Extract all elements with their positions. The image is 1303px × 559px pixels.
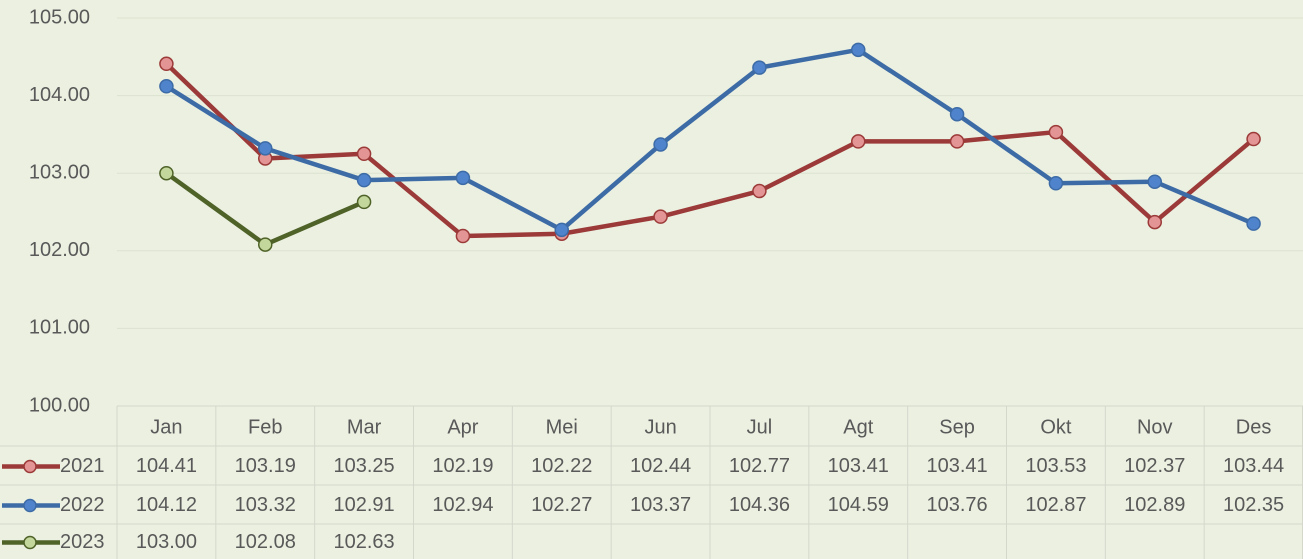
x-tick-label: Agt xyxy=(843,416,873,438)
table-value: 103.25 xyxy=(333,455,394,477)
table-value: 102.37 xyxy=(1124,455,1185,477)
data-point xyxy=(851,134,866,149)
legend-marker xyxy=(23,498,37,513)
legend-marker xyxy=(23,459,37,474)
data-point xyxy=(159,56,174,72)
y-tick-label: 102.00 xyxy=(29,239,90,261)
table-value: 104.12 xyxy=(136,494,197,516)
data-point xyxy=(653,209,668,224)
data-point xyxy=(752,60,767,75)
x-tick-label: Nov xyxy=(1137,416,1173,438)
legend-label: 2023 xyxy=(60,531,105,553)
table-value: 104.36 xyxy=(729,494,790,516)
y-tick-label: 105.00 xyxy=(29,6,90,28)
data-point xyxy=(356,146,372,162)
data-point xyxy=(1147,214,1162,230)
table-value: 103.53 xyxy=(1025,455,1086,477)
data-point xyxy=(554,222,569,238)
x-tick-label: Okt xyxy=(1040,416,1072,438)
x-tick-label: Jan xyxy=(150,416,182,438)
data-point xyxy=(455,170,471,186)
table-value: 103.76 xyxy=(926,494,987,516)
x-tick-label: Feb xyxy=(248,416,282,438)
data-point xyxy=(752,183,767,199)
x-tick-label: Jun xyxy=(644,416,676,438)
table-value: 104.41 xyxy=(136,455,197,477)
table-value: 102.22 xyxy=(531,455,592,477)
series-line xyxy=(165,47,1255,233)
data-point xyxy=(1048,124,1064,140)
data-point xyxy=(1147,174,1162,189)
x-tick-label: Mar xyxy=(347,416,382,438)
y-tick-label: 104.00 xyxy=(29,84,90,106)
table-value: 103.19 xyxy=(235,455,296,477)
table-value: 102.87 xyxy=(1025,494,1086,516)
x-tick-label: Des xyxy=(1236,416,1272,438)
table-value: 102.08 xyxy=(235,531,296,553)
legend-label: 2022 xyxy=(60,494,105,516)
table-value: 102.44 xyxy=(630,455,691,477)
x-tick-label: Sep xyxy=(939,416,975,438)
table-value: 102.19 xyxy=(432,455,493,477)
data-point xyxy=(159,79,174,94)
table-value: 102.91 xyxy=(333,494,394,516)
legend-marker xyxy=(23,535,37,550)
data-point xyxy=(653,137,668,152)
data-point xyxy=(356,194,372,210)
table-value: 103.37 xyxy=(630,494,691,516)
data-point xyxy=(356,172,372,188)
y-tick-label: 103.00 xyxy=(29,161,90,183)
series-line xyxy=(164,62,1256,239)
data-point xyxy=(1246,131,1261,147)
data-point xyxy=(851,42,866,58)
x-tick-label: Jul xyxy=(747,416,773,438)
table-value: 103.41 xyxy=(926,455,987,477)
y-tick-label: 100.00 xyxy=(29,394,90,416)
y-tick-label: 101.00 xyxy=(29,317,90,339)
table-value: 103.00 xyxy=(136,531,197,553)
data-point xyxy=(258,237,273,252)
x-tick-label: Apr xyxy=(447,416,478,438)
data-point xyxy=(949,134,965,149)
table-value: 103.41 xyxy=(828,455,889,477)
table-value: 102.77 xyxy=(729,455,790,477)
table-value: 102.94 xyxy=(432,494,493,516)
table-value: 102.35 xyxy=(1223,494,1284,516)
table-value: 102.27 xyxy=(531,494,592,516)
table-value: 103.32 xyxy=(235,494,296,516)
data-point xyxy=(258,141,273,156)
table-value: 103.44 xyxy=(1223,455,1284,477)
data-point xyxy=(1048,176,1064,191)
table-value: 102.89 xyxy=(1124,494,1185,516)
data-point xyxy=(159,165,174,181)
data-point xyxy=(949,106,965,122)
data-point xyxy=(1246,216,1261,231)
data-point xyxy=(455,228,471,244)
table-value: 104.59 xyxy=(828,494,889,516)
legend-label: 2021 xyxy=(60,455,105,477)
x-tick-label: Mei xyxy=(546,416,578,438)
table-value: 102.63 xyxy=(333,531,394,553)
